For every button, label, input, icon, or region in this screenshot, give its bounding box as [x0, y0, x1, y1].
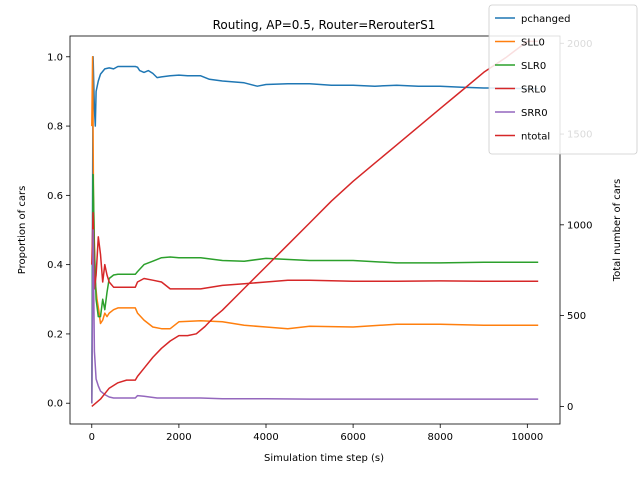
chart-title: Routing, AP=0.5, Router=RerouterS1 — [213, 18, 436, 32]
plot-frame — [69, 35, 561, 425]
series-line-srl0 — [91, 211, 539, 290]
series-line-ntotal — [91, 40, 539, 407]
y-tick-label: 0.2 — [47, 329, 63, 340]
y2-tick-label: 500 — [567, 311, 586, 322]
series-line-srr0 — [91, 229, 539, 404]
legend-label-srl0: SRL0 — [521, 85, 546, 96]
y-axis-ticks: 0.0 0.2 0.4 0.6 0.8 1.0 — [47, 52, 70, 410]
y-tick-label: 0.4 — [47, 260, 63, 271]
legend-label-pchanged: pchanged — [521, 14, 571, 25]
x-tick-label: 4000 — [253, 432, 278, 443]
y2-axis-label: Total number of cars — [612, 179, 623, 283]
x-tick-label: 0 — [89, 432, 95, 443]
x-tick-label: 8000 — [427, 432, 452, 443]
x-axis-label: Simulation time step (s) — [264, 453, 384, 464]
series-line-pchanged — [91, 56, 539, 404]
series-layer — [91, 40, 539, 407]
y2-tick-label: 0 — [567, 402, 573, 413]
legend-label-ntotal: ntotal — [521, 132, 550, 143]
x-tick-label: 2000 — [166, 432, 191, 443]
y-tick-label: 1.0 — [47, 52, 63, 63]
y2-tick-label: 1000 — [567, 220, 592, 231]
y-axis-label: Proportion of cars — [17, 186, 28, 275]
legend-label-sll0: SLL0 — [521, 38, 545, 49]
x-tick-label: 6000 — [340, 432, 365, 443]
legend-box — [488, 4, 638, 155]
legend-label-srr0: SRR0 — [521, 108, 548, 119]
y-tick-label: 0.6 — [47, 191, 63, 202]
y-tick-label: 0.8 — [47, 122, 63, 133]
x-tick-label: 10000 — [511, 432, 543, 443]
series-line-sll0 — [91, 56, 539, 330]
legend-label-slr0: SLR0 — [521, 61, 546, 72]
legend: pchanged SLL0 SLR0 SRL0 SRR0 ntotal — [488, 4, 638, 155]
y-tick-label: 0.0 — [47, 399, 63, 410]
series-line-slr0 — [91, 173, 539, 404]
x-axis-ticks: 0 2000 4000 6000 8000 10000 — [89, 424, 543, 443]
